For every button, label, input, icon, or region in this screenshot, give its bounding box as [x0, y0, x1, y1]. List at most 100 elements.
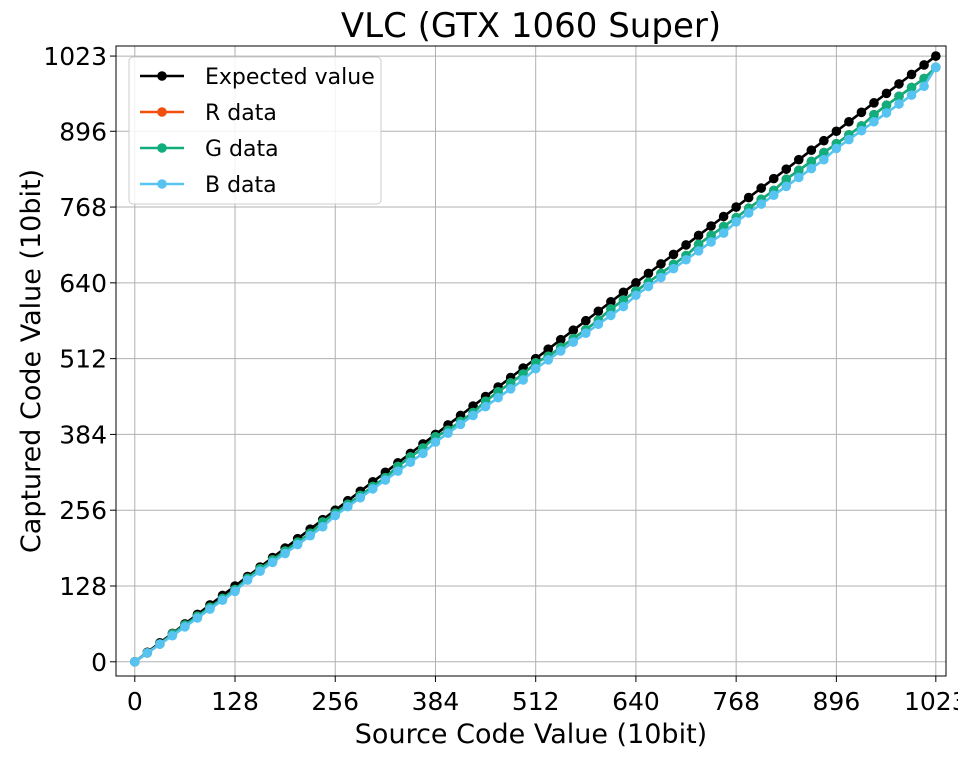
data-point-b-data: [405, 457, 416, 468]
data-point-expected-value: [681, 240, 691, 250]
data-point-b-data: [793, 172, 804, 183]
chart-title: VLC (GTX 1060 Super): [341, 6, 721, 46]
data-point-b-data: [443, 428, 453, 439]
data-point-b-data: [355, 492, 366, 503]
series-layer: [129, 51, 941, 667]
tick-labels: 0 128 256 384 512 640 768 896 1023 0 128 256 384 512 6…: [43, 42, 958, 716]
data-point-b-data: [155, 639, 165, 649]
data-point-b-data: [380, 475, 391, 485]
data-point-g-data: [881, 100, 892, 111]
data-point-b-data: [267, 557, 278, 568]
data-point-expected-value: [581, 315, 591, 326]
data-point-b-data: [894, 99, 904, 109]
data-point-b-data: [693, 246, 704, 256]
data-point-b-data: [192, 613, 203, 623]
data-point-b-data: [731, 217, 741, 227]
data-point-b-data: [468, 410, 478, 421]
data-point-expected-value: [643, 268, 654, 279]
data-point-b-data: [768, 190, 779, 201]
data-point-b-data: [342, 501, 353, 512]
data-point-b-data: [292, 539, 303, 550]
data-point-expected-value: [656, 259, 666, 269]
x-tick-label: 512: [512, 687, 560, 716]
data-point-g-data: [793, 165, 804, 176]
data-point-b-data: [919, 81, 929, 92]
y-tick-label: 128: [59, 572, 107, 601]
data-point-b-data: [242, 575, 253, 585]
data-point-g-data: [806, 156, 817, 167]
y-tick-label: 256: [59, 496, 107, 525]
y-tick-label: 1023: [43, 42, 107, 71]
data-point-b-data: [505, 384, 516, 394]
data-point-expected-value: [631, 278, 641, 288]
data-point-b-data: [606, 310, 616, 321]
data-point-b-data: [844, 134, 854, 145]
data-point-expected-value: [568, 325, 579, 336]
data-point-g-data: [894, 91, 904, 102]
data-point-b-data: [142, 648, 153, 658]
data-point-b-data: [781, 181, 792, 192]
data-point-b-data: [656, 272, 666, 283]
data-point-b-data: [555, 346, 566, 356]
data-point-b-data: [581, 328, 591, 338]
data-point-expected-value: [668, 249, 679, 260]
data-point-b-data: [668, 263, 679, 274]
data-point-expected-value: [831, 126, 842, 137]
x-tick-label: 128: [211, 687, 259, 716]
x-tick-label: 384: [412, 687, 460, 716]
data-point-b-data: [806, 163, 817, 174]
series-b-data: [129, 62, 941, 667]
x-tick-label: 0: [127, 687, 143, 716]
data-point-g-data: [819, 147, 829, 158]
y-tick-label: 896: [59, 117, 107, 146]
data-point-b-data: [743, 208, 754, 218]
data-point-expected-value: [743, 192, 754, 203]
data-point-expected-value: [606, 296, 616, 307]
data-point-b-data: [418, 448, 428, 459]
data-point-expected-value: [768, 173, 779, 184]
data-point-g-data: [781, 174, 792, 185]
data-point-b-data: [819, 154, 829, 165]
x-tick-label: 896: [813, 687, 861, 716]
data-point-expected-value: [931, 51, 941, 61]
data-point-b-data: [869, 116, 879, 127]
plot-frame: [115, 45, 947, 677]
data-point-b-data: [618, 301, 629, 312]
y-tick-label: 0: [91, 648, 107, 677]
data-point-b-data: [480, 401, 491, 412]
x-tick-label: 768: [712, 687, 760, 716]
data-point-expected-value: [919, 60, 929, 70]
data-point-b-data: [393, 466, 403, 476]
data-point-b-data: [230, 586, 240, 597]
legend-label: Expected value: [205, 65, 375, 90]
legend-label: G data: [205, 137, 279, 162]
data-point-b-data: [330, 510, 341, 521]
data-point-b-data: [568, 337, 579, 347]
data-point-expected-value: [793, 154, 804, 165]
y-tick-label: 768: [59, 193, 107, 222]
data-point-g-data: [869, 109, 879, 120]
legend-marker: [157, 71, 167, 81]
data-point-b-data: [881, 108, 892, 118]
data-point-b-data: [255, 566, 265, 576]
legend: Expected value R data G data B data: [128, 56, 382, 205]
data-point-b-data: [856, 125, 867, 136]
y-tick-label: 512: [59, 345, 107, 374]
data-point-b-data: [205, 604, 215, 614]
data-point-b-data: [530, 363, 541, 374]
x-tick-label: 256: [311, 687, 359, 716]
legend-label: B data: [205, 173, 277, 198]
data-point-b-data: [756, 199, 767, 209]
data-point-b-data: [305, 530, 315, 541]
data-point-expected-value: [543, 344, 554, 354]
data-point-b-data: [455, 419, 466, 430]
data-point-b-data: [718, 228, 729, 238]
y-tick-label: 640: [59, 269, 107, 298]
data-point-b-data: [831, 143, 842, 154]
data-point-expected-value: [906, 69, 917, 80]
legend-marker: [157, 107, 167, 117]
data-point-b-data: [167, 630, 178, 641]
y-tick-label: 384: [59, 420, 107, 449]
data-point-b-data: [543, 355, 554, 365]
